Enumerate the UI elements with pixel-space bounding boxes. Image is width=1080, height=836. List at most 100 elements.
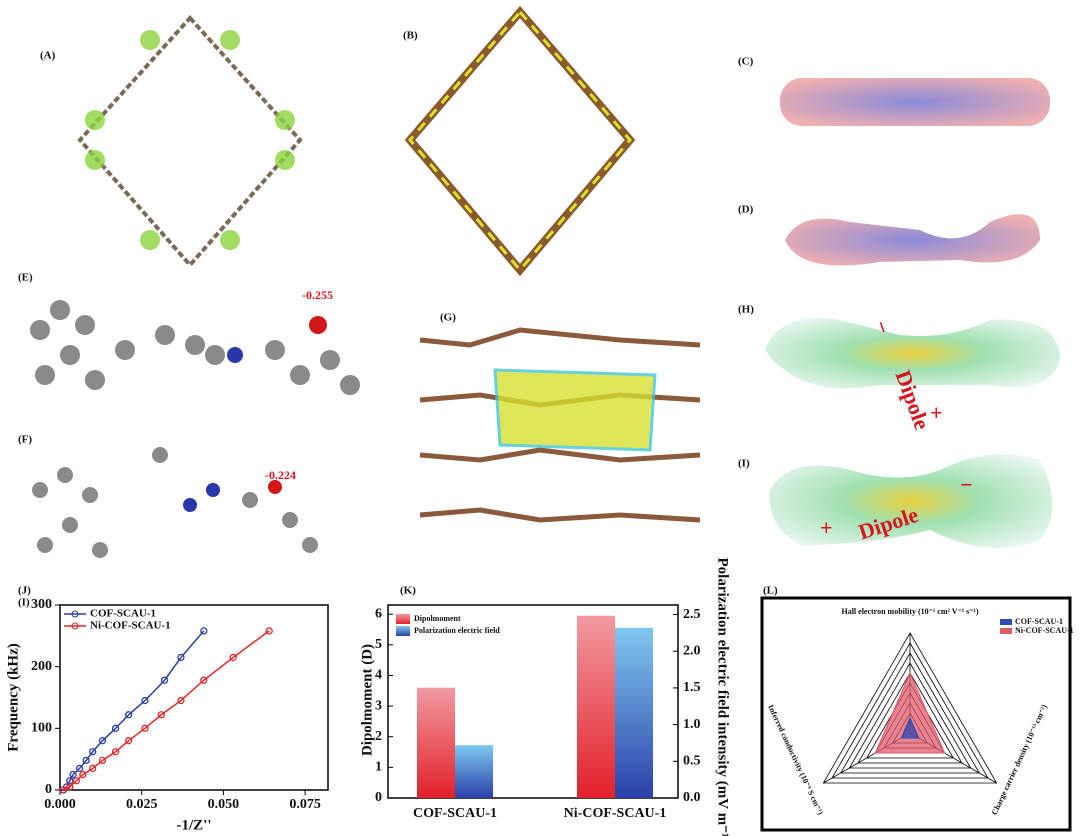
y-tick-label: 1 bbox=[375, 760, 382, 775]
y2-tick-label: 2.0 bbox=[683, 643, 701, 658]
x-tick-label: 0.075 bbox=[289, 797, 321, 812]
point bbox=[98, 756, 107, 765]
x-tick-label: COF-SCAU-1 bbox=[413, 806, 497, 821]
legend-swatch bbox=[396, 626, 410, 636]
point bbox=[200, 676, 208, 684]
illustration-c bbox=[780, 78, 1050, 126]
illustration-f bbox=[32, 447, 318, 558]
legend-label: COF-SCAU-1 bbox=[1015, 617, 1063, 626]
y2-tick-label: 0.5 bbox=[683, 754, 701, 769]
illustration-g bbox=[419, 327, 701, 523]
point bbox=[177, 653, 185, 662]
radar-ring bbox=[840, 652, 980, 774]
radar-area bbox=[874, 671, 946, 754]
charge-label: -0.255 bbox=[302, 288, 333, 302]
panel-label: (B) bbox=[403, 30, 418, 42]
point bbox=[111, 748, 120, 756]
panel-label: (G) bbox=[440, 312, 456, 324]
panel-label: (K) bbox=[400, 585, 416, 597]
radar-ring bbox=[848, 662, 972, 769]
point bbox=[98, 737, 107, 745]
panel-label: (A) bbox=[40, 50, 56, 62]
radar-axis-label: Hall electron mobility (10⁻¹ cm² V⁻¹ s⁻¹… bbox=[841, 607, 978, 616]
y2-tick-label: 2.5 bbox=[683, 607, 701, 622]
panel-label: (J) bbox=[18, 585, 31, 597]
radar-ring bbox=[831, 642, 989, 779]
charge-sign: − bbox=[960, 472, 973, 497]
illustration-b bbox=[404, 5, 636, 277]
x-tick-label: Ni-COF-SCAU-1 bbox=[564, 806, 667, 821]
bar bbox=[417, 687, 455, 798]
radar-axis-label: Inferred conductivity (10⁻⁴ S cm⁻¹) bbox=[766, 703, 825, 816]
illustration-d bbox=[785, 214, 1040, 266]
illustration-a bbox=[77, 15, 303, 269]
illustration-e bbox=[30, 300, 360, 395]
legend-label: Polarization electric field bbox=[414, 626, 500, 635]
bar bbox=[615, 627, 653, 798]
panel-frame bbox=[760, 596, 1072, 832]
y-tick-label: 0 bbox=[45, 782, 52, 797]
y-axis-label: Frequency (kHz) bbox=[5, 643, 21, 751]
y2-tick-label: 1.0 bbox=[683, 717, 701, 732]
legend-swatch bbox=[1000, 628, 1012, 634]
panel-label: (D) bbox=[738, 204, 754, 216]
y-tick-label: 200 bbox=[31, 659, 52, 674]
point bbox=[79, 770, 87, 779]
point bbox=[82, 756, 90, 765]
legend-label: Ni-COF-SCAU-1 bbox=[1015, 626, 1074, 635]
legend-label: COF-SCAU-1 bbox=[90, 608, 156, 620]
x-tick-label: 0.025 bbox=[126, 797, 158, 812]
illustration-i bbox=[769, 454, 1053, 548]
y-tick-label: 2 bbox=[375, 729, 382, 744]
point bbox=[124, 711, 133, 719]
x-tick-label: 0.000 bbox=[44, 797, 76, 812]
point bbox=[124, 737, 133, 745]
y-tick-label: 300 bbox=[31, 597, 52, 612]
panel-label: (C) bbox=[738, 56, 754, 68]
radar-axis-label: Charge carrier density (10⁻¹³ cm⁻²) bbox=[990, 703, 1049, 817]
point bbox=[157, 711, 165, 719]
y2-tick-label: 0.0 bbox=[683, 790, 701, 805]
point bbox=[66, 783, 74, 791]
point bbox=[141, 724, 149, 732]
point bbox=[160, 676, 169, 684]
point bbox=[200, 627, 208, 635]
point bbox=[177, 696, 185, 705]
point bbox=[89, 764, 97, 773]
radar-area bbox=[900, 716, 920, 739]
x-axis-label: -1/Z'' bbox=[176, 817, 211, 833]
charge-sign: + bbox=[820, 515, 833, 540]
y-tick-label: 0 bbox=[375, 790, 382, 805]
panel-label: (L) bbox=[763, 585, 778, 597]
legend-label: Ni-COF-SCAU-1 bbox=[90, 620, 171, 632]
legend-swatch bbox=[396, 614, 410, 624]
radar-ring bbox=[857, 672, 963, 764]
radar-ring bbox=[866, 682, 954, 759]
panel-label: (H) bbox=[738, 304, 754, 316]
panel-label: (E) bbox=[18, 272, 33, 284]
y-tick-label: 5 bbox=[375, 637, 382, 652]
y-tick-label: 3 bbox=[375, 698, 382, 713]
point bbox=[75, 764, 84, 773]
legend-label: Dipolmoment bbox=[414, 614, 461, 623]
y-tick-label: 4 bbox=[375, 668, 382, 683]
y2-tick-label: 1.5 bbox=[683, 680, 701, 695]
point bbox=[229, 653, 237, 662]
plot-frame bbox=[387, 604, 679, 799]
panel-label: (F) bbox=[18, 434, 32, 446]
point bbox=[59, 786, 67, 794]
panel-label: (I) bbox=[18, 597, 30, 609]
panel-label: (I) bbox=[738, 458, 750, 470]
legend-marker bbox=[71, 610, 79, 618]
charge-label: -0.224 bbox=[265, 468, 296, 482]
point bbox=[265, 627, 273, 635]
y2-axis-label: Polarization electric field intensity (m… bbox=[715, 558, 731, 836]
bar bbox=[455, 745, 493, 798]
illustration-h bbox=[765, 318, 1060, 389]
plot-frame bbox=[59, 604, 329, 791]
line bbox=[62, 630, 270, 791]
legend-marker bbox=[71, 622, 79, 630]
line bbox=[62, 630, 205, 791]
radar-ring bbox=[822, 632, 998, 784]
